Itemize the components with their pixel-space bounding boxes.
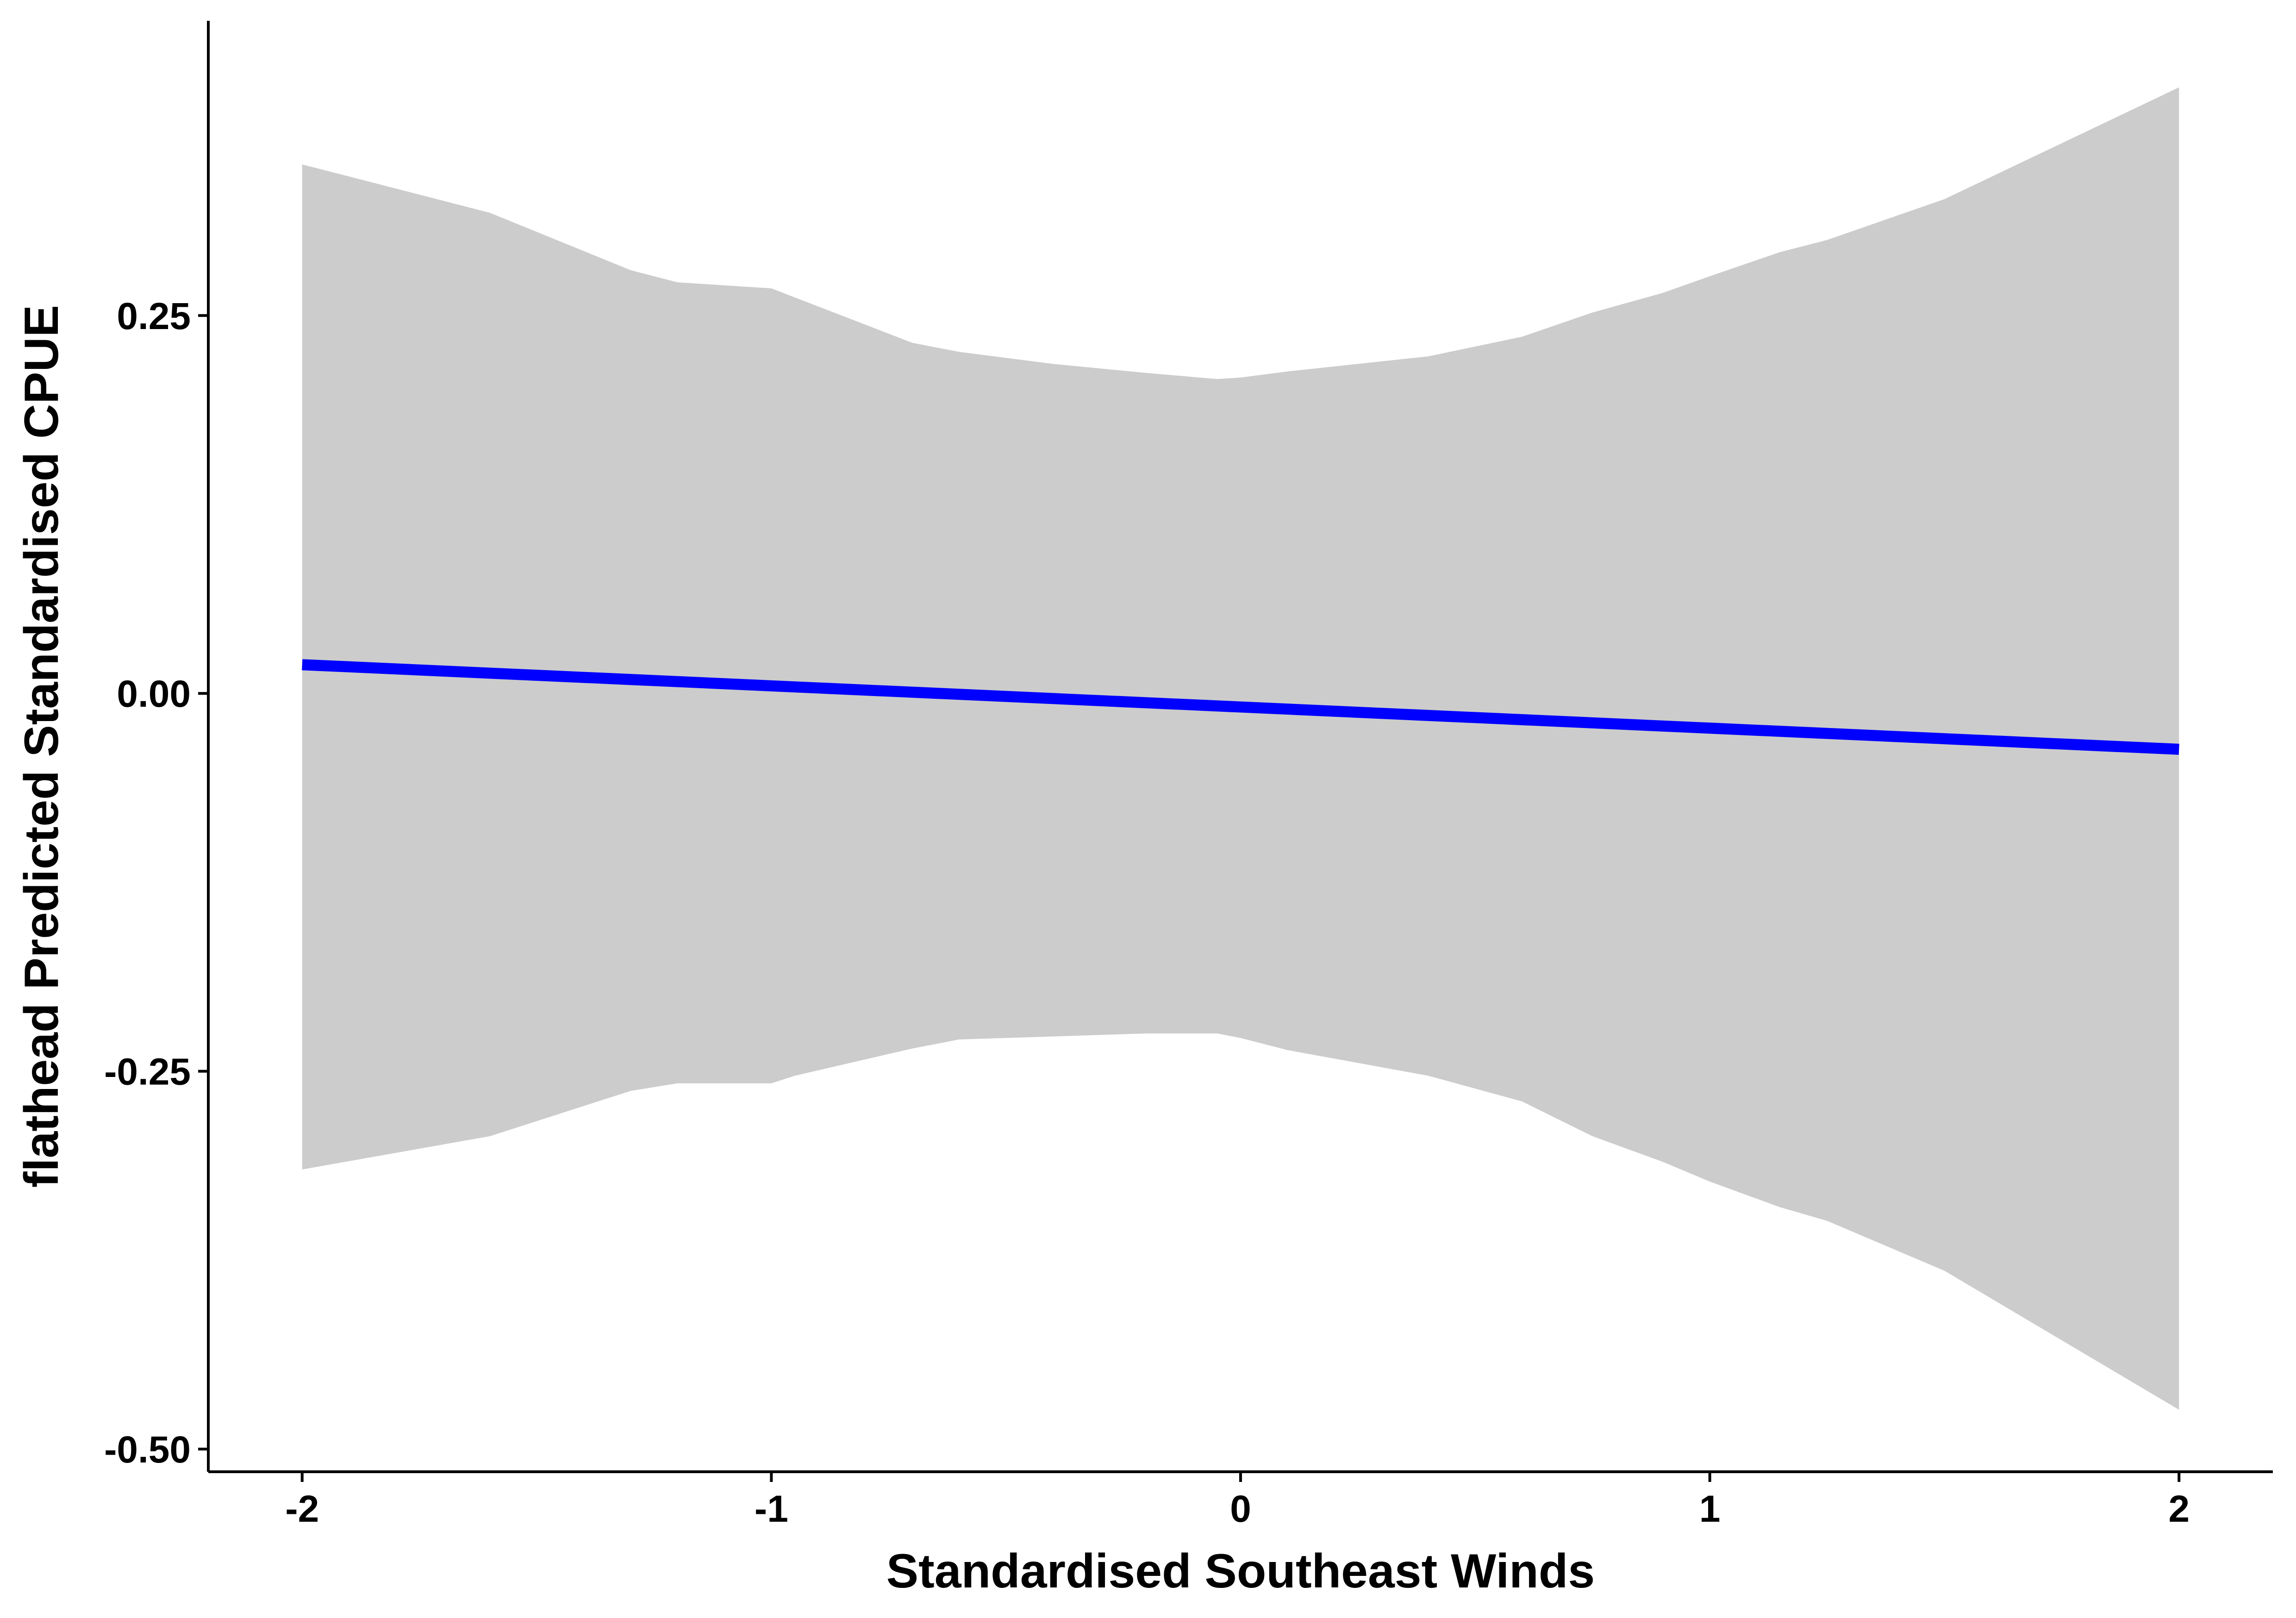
y-axis-ticks: -0.50 -0.25 0.00 0.25 <box>104 295 208 1471</box>
x-tick-label: -1 <box>755 1488 788 1530</box>
y-tick-label: -0.50 <box>104 1429 191 1471</box>
x-tick-label: 1 <box>1699 1488 1721 1530</box>
confidence-band <box>302 87 2179 1410</box>
plot-area <box>302 87 2179 1410</box>
x-tick-label: 2 <box>2168 1488 2190 1530</box>
y-tick-label: 0.00 <box>117 673 191 715</box>
x-axis-title: Standardised Southeast Winds <box>886 1544 1595 1598</box>
x-tick-label: -2 <box>285 1488 319 1530</box>
x-tick-label: 0 <box>1230 1488 1251 1530</box>
series-line-0 <box>302 659 2179 755</box>
x-axis-ticks: -2 -1 0 1 2 <box>285 1472 2190 1530</box>
axes: -0.50 -0.25 0.00 0.25 -2 -1 0 1 2 <box>104 21 2273 1530</box>
y-tick-label: 0.25 <box>117 295 191 337</box>
y-axis-title: flathead Predicted Standardised CPUE <box>15 305 69 1188</box>
y-tick-label: -0.25 <box>104 1051 191 1093</box>
